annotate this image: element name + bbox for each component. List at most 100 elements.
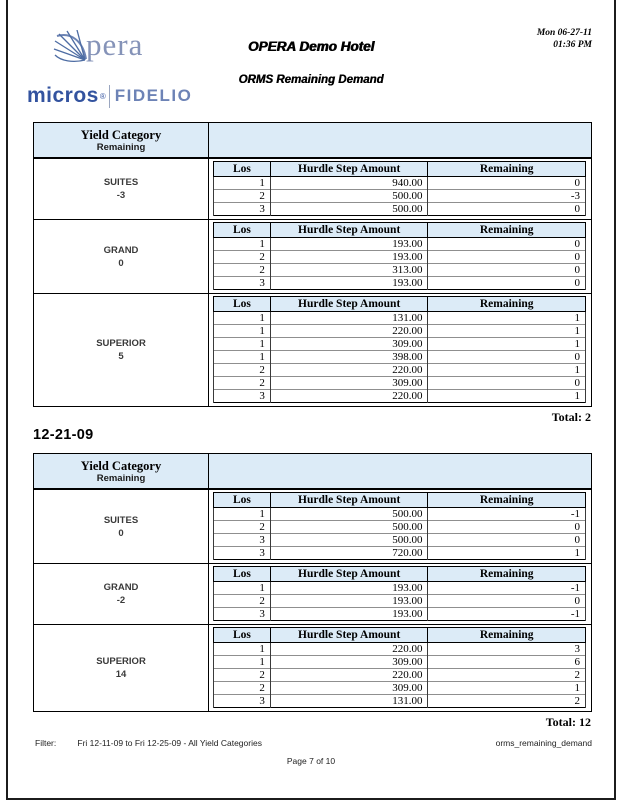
remaining-value: -1 bbox=[427, 607, 586, 621]
detail-row: 2 193.00 0 bbox=[213, 594, 586, 608]
detail-row: 2 220.00 1 bbox=[213, 363, 586, 377]
hurdle-value: 131.00 bbox=[269, 311, 429, 325]
hurdle-value: 720.00 bbox=[269, 546, 429, 560]
detail-row: 2 309.00 0 bbox=[213, 376, 586, 390]
remaining-value: 1 bbox=[427, 363, 586, 377]
remaining-value: 1 bbox=[427, 311, 586, 325]
los-value: 1 bbox=[213, 324, 271, 338]
category-remaining: 0 bbox=[118, 257, 124, 269]
los-value: 2 bbox=[213, 520, 271, 534]
detail-table: Los Hurdle Step Amount Remaining 1 940.0… bbox=[213, 161, 586, 216]
yield-header-line2: Remaining bbox=[96, 141, 146, 153]
micros-fidelio-logo: micros ® FIDELIO bbox=[27, 84, 192, 108]
yield-table-header: Yield Category Remaining bbox=[34, 454, 591, 490]
yield-header-line1: Yield Category bbox=[80, 458, 162, 473]
col-hurdle: Hurdle Step Amount bbox=[269, 161, 429, 177]
detail-row: 1 131.00 1 bbox=[213, 311, 586, 325]
category-name: GRAND bbox=[103, 244, 139, 256]
category-cell: SUPERIOR 5 bbox=[34, 294, 209, 406]
category-section: SUPERIOR 14 Los Hurdle Step Amount Remai… bbox=[34, 624, 591, 711]
report-filename: orms_remaining_demand bbox=[495, 738, 592, 748]
col-remaining: Remaining bbox=[427, 161, 586, 177]
detail-header-row: Los Hurdle Step Amount Remaining bbox=[213, 296, 586, 312]
hurdle-value: 309.00 bbox=[269, 337, 429, 351]
registered-mark-icon: ® bbox=[99, 91, 106, 101]
remaining-value: 2 bbox=[427, 694, 586, 708]
remaining-value: 0 bbox=[427, 263, 586, 277]
detail-cell: Los Hurdle Step Amount Remaining 1 500.0… bbox=[209, 490, 591, 563]
los-value: 1 bbox=[213, 642, 271, 656]
hurdle-value: 193.00 bbox=[269, 594, 429, 608]
los-value: 2 bbox=[213, 189, 271, 203]
remaining-value: 0 bbox=[427, 520, 586, 534]
hurdle-value: 220.00 bbox=[269, 668, 429, 682]
yield-header-line1: Yield Category bbox=[80, 127, 162, 142]
remaining-value: 0 bbox=[427, 350, 586, 364]
detail-cell: Los Hurdle Step Amount Remaining 1 131.0… bbox=[209, 294, 591, 406]
detail-row: 1 220.00 1 bbox=[213, 324, 586, 338]
detail-row: 1 309.00 1 bbox=[213, 337, 586, 351]
los-value: 1 bbox=[213, 237, 271, 251]
report-block: Yield Category Remaining SUITES -3 Los H… bbox=[33, 122, 592, 425]
hurdle-value: 309.00 bbox=[269, 376, 429, 390]
col-hurdle: Hurdle Step Amount bbox=[269, 566, 429, 582]
category-section: SUITES -3 Los Hurdle Step Amount Remaini… bbox=[34, 159, 591, 219]
detail-row: 2 500.00 0 bbox=[213, 520, 586, 534]
hurdle-value: 193.00 bbox=[269, 250, 429, 264]
hurdle-value: 313.00 bbox=[269, 263, 429, 277]
category-remaining: -2 bbox=[116, 595, 126, 606]
detail-row: 3 500.00 0 bbox=[213, 202, 586, 216]
yield-header-line2: Remaining bbox=[96, 472, 146, 484]
category-section: SUITES 0 Los Hurdle Step Amount Remainin… bbox=[34, 490, 591, 563]
los-value: 3 bbox=[213, 607, 271, 621]
hurdle-value: 193.00 bbox=[269, 276, 429, 290]
detail-row: 1 940.00 0 bbox=[213, 176, 586, 190]
remaining-value: 0 bbox=[427, 237, 586, 251]
category-remaining: 5 bbox=[118, 351, 124, 362]
yield-category-header-cell: Yield Category Remaining bbox=[34, 454, 209, 488]
detail-cell: Los Hurdle Step Amount Remaining 1 940.0… bbox=[209, 159, 591, 219]
hurdle-value: 500.00 bbox=[269, 520, 429, 534]
detail-row: 1 193.00 -1 bbox=[213, 581, 586, 595]
detail-row: 1 398.00 0 bbox=[213, 350, 586, 364]
los-value: 3 bbox=[213, 202, 271, 216]
detail-row: 1 500.00 -1 bbox=[213, 507, 586, 521]
los-value: 1 bbox=[213, 507, 271, 521]
detail-row: 2 313.00 0 bbox=[213, 263, 586, 277]
hurdle-value: 309.00 bbox=[269, 655, 429, 669]
hurdle-value: 220.00 bbox=[269, 642, 429, 656]
yield-table: Yield Category Remaining SUITES 0 Los Hu… bbox=[33, 453, 592, 712]
detail-row: 3 500.00 0 bbox=[213, 533, 586, 547]
category-remaining: -3 bbox=[116, 190, 126, 201]
logo-divider bbox=[108, 84, 110, 108]
remaining-value: 3 bbox=[427, 642, 586, 656]
hurdle-value: 500.00 bbox=[269, 202, 429, 216]
detail-table: Los Hurdle Step Amount Remaining 1 193.0… bbox=[213, 566, 586, 621]
category-cell: GRAND -2 bbox=[34, 564, 209, 624]
remaining-value: 1 bbox=[427, 389, 586, 403]
detail-row: 2 193.00 0 bbox=[213, 250, 586, 264]
detail-table: Los Hurdle Step Amount Remaining 1 193.0… bbox=[213, 222, 586, 290]
category-cell: SUPERIOR 14 bbox=[34, 625, 209, 711]
detail-cell: Los Hurdle Step Amount Remaining 1 193.0… bbox=[209, 564, 591, 624]
los-value: 1 bbox=[213, 581, 271, 595]
col-hurdle: Hurdle Step Amount bbox=[269, 627, 429, 643]
micros-logo-text: micros bbox=[27, 84, 99, 107]
remaining-value: 0 bbox=[427, 276, 586, 290]
category-name: SUPERIOR bbox=[96, 338, 146, 349]
col-remaining: Remaining bbox=[427, 566, 586, 582]
detail-header-row: Los Hurdle Step Amount Remaining bbox=[213, 161, 586, 177]
detail-row: 1 220.00 3 bbox=[213, 642, 586, 656]
col-los: Los bbox=[213, 161, 271, 177]
col-los: Los bbox=[213, 492, 271, 508]
report-block: 12-21-09 Yield Category Remaining SUITES… bbox=[33, 427, 592, 730]
filter-value: Fri 12-11-09 to Fri 12-25-09 - All Yield… bbox=[77, 738, 262, 748]
col-remaining: Remaining bbox=[427, 492, 586, 508]
hurdle-value: 309.00 bbox=[269, 681, 429, 695]
remaining-value: 1 bbox=[427, 324, 586, 338]
detail-table: Los Hurdle Step Amount Remaining 1 220.0… bbox=[213, 627, 586, 708]
los-value: 1 bbox=[213, 350, 271, 364]
hurdle-value: 220.00 bbox=[269, 324, 429, 338]
los-value: 2 bbox=[213, 668, 271, 682]
category-cell: SUITES 0 bbox=[34, 490, 209, 563]
